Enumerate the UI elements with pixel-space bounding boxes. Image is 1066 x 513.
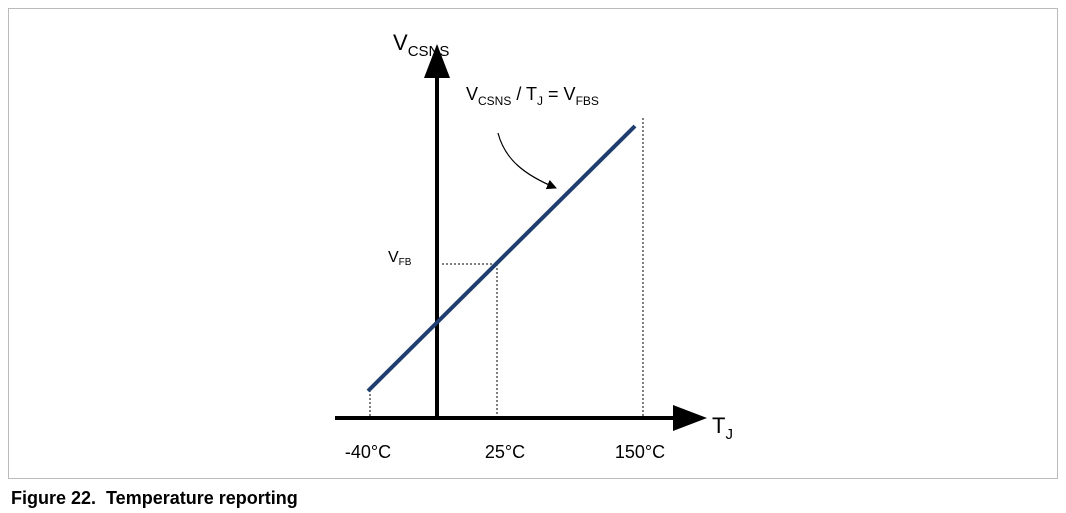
label-sub: J xyxy=(725,426,733,443)
eq-sub: J xyxy=(537,94,543,108)
label-sub: FB xyxy=(399,257,412,268)
equation: VCSNS / TJ = VFBS xyxy=(466,84,599,108)
eq-part: = V xyxy=(543,84,576,104)
label-sub: CSNS xyxy=(408,43,450,60)
x-tick-label: 150°C xyxy=(615,442,665,462)
frame xyxy=(8,8,1058,479)
x-tick-label: -40°C xyxy=(345,442,391,462)
y-arrowhead xyxy=(424,44,450,78)
x-tick-label: 25°C xyxy=(485,442,525,462)
eq-part: / T xyxy=(511,84,537,104)
eq-sub: CSNS xyxy=(478,94,511,108)
label-main: V xyxy=(388,249,399,266)
marker-label: VFB xyxy=(388,249,412,268)
pointer-arrow xyxy=(497,132,557,190)
x-arrowhead xyxy=(673,405,707,431)
eq-part: V xyxy=(466,84,478,104)
y-axis-label: VCSNS xyxy=(393,30,449,60)
eq-sub: FBS xyxy=(576,94,599,108)
label-main: V xyxy=(393,30,408,55)
guides xyxy=(369,118,644,418)
response-line xyxy=(366,124,637,393)
x-axis-label: TJ xyxy=(712,413,733,443)
label-main: T xyxy=(712,413,725,438)
caption: Figure 22. Temperature reporting xyxy=(11,488,298,508)
